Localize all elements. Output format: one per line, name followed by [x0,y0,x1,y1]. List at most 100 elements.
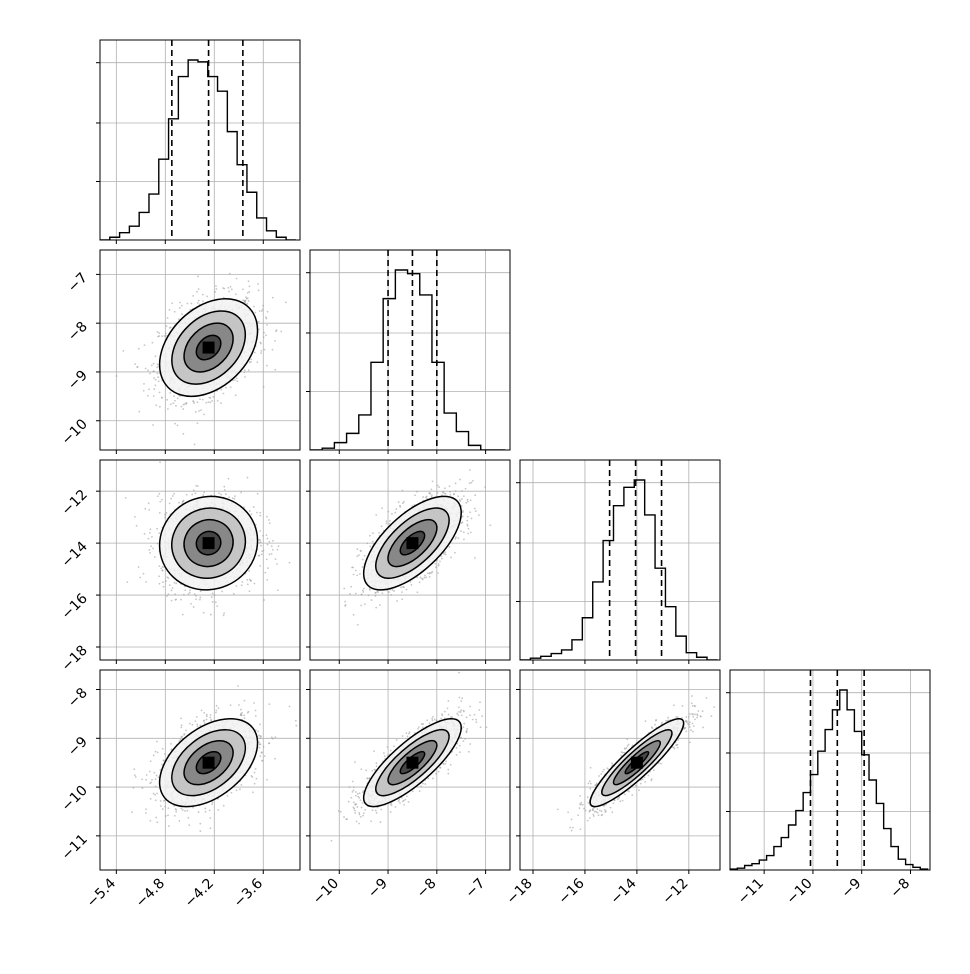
sample-point [437,572,439,574]
sample-point [188,593,190,595]
sample-point [390,594,392,596]
sample-point [265,334,267,336]
sample-point [295,720,297,722]
sample-point [475,510,477,512]
sample-point [377,591,379,593]
sample-point [231,792,233,794]
sample-point [372,532,374,534]
sample-point [197,485,199,487]
sample-point [214,291,216,293]
sample-point [138,411,140,413]
sample-point [516,493,518,495]
sample-point [257,493,259,495]
sample-point [416,491,418,493]
sample-point [209,397,211,399]
sample-point [466,520,468,522]
sample-point [236,278,238,280]
sample-point [203,413,205,415]
sample-point [228,291,230,293]
sample-point [230,386,232,388]
sample-point [182,433,184,435]
sample-point [459,479,461,481]
sample-point [166,576,168,578]
sample-point [141,787,143,789]
sample-point [444,551,446,553]
sample-point [173,493,175,495]
sample-point [429,493,431,495]
y-tick-label: −9 [65,367,91,393]
sample-point [457,495,459,497]
sample-point [174,311,176,313]
sample-point [260,350,262,352]
y-tick-label: −8 [65,319,91,345]
sample-point [443,491,445,493]
sample-point [215,601,217,603]
sample-point [427,572,429,574]
sample-point [197,726,199,728]
sample-point [184,810,186,812]
sample-point [136,366,138,368]
sample-point [157,495,159,497]
sample-point [143,573,145,575]
sample-point [403,501,405,503]
sample-point [164,517,166,519]
sample-point [248,369,250,371]
sample-point [246,303,248,305]
sample-point [175,811,177,813]
sample-point [149,373,151,375]
sample-point [202,494,204,496]
sample-point [166,595,168,597]
sample-point [149,532,151,534]
sample-point [147,369,149,371]
sample-point [258,289,260,291]
sample-point [211,596,213,598]
sample-point [431,488,433,490]
sample-point [223,612,225,614]
sample-point [382,592,384,594]
sample-point [236,585,238,587]
sample-point [266,365,268,367]
sample-point [194,443,196,445]
sample-point [455,536,457,538]
sample-point [165,335,167,337]
sample-point [369,589,371,591]
sample-point [460,530,462,532]
sample-point [356,548,358,550]
sample-point [164,753,166,755]
sample-point [256,778,258,780]
sample-point [403,586,405,588]
sample-point [271,553,273,555]
panel-2-2 [516,460,720,664]
sample-point [195,598,197,600]
sample-point [386,520,388,522]
sample-point [453,493,455,495]
sample-point [246,298,248,300]
sample-point [143,383,145,385]
sample-point [402,502,404,504]
sample-point [242,299,244,301]
sample-point [164,513,166,515]
sample-point [344,601,346,603]
sample-point [196,422,198,424]
sample-point [195,595,197,597]
sample-point [192,400,194,402]
sample-point [218,492,220,494]
sample-point [189,589,191,591]
sample-point [356,574,358,576]
sample-point [215,288,217,290]
sample-point [174,593,176,595]
sample-point [350,586,352,588]
sample-point [236,380,238,382]
sample-point [360,550,362,552]
sample-point [264,349,266,351]
sample-point [274,369,276,371]
sample-point [241,584,243,586]
sample-point [204,722,206,724]
sample-point [351,567,353,569]
sample-point [155,799,157,801]
sample-point [248,711,250,713]
sample-point [398,501,400,503]
sample-point [179,302,181,304]
sample-point [262,535,264,537]
